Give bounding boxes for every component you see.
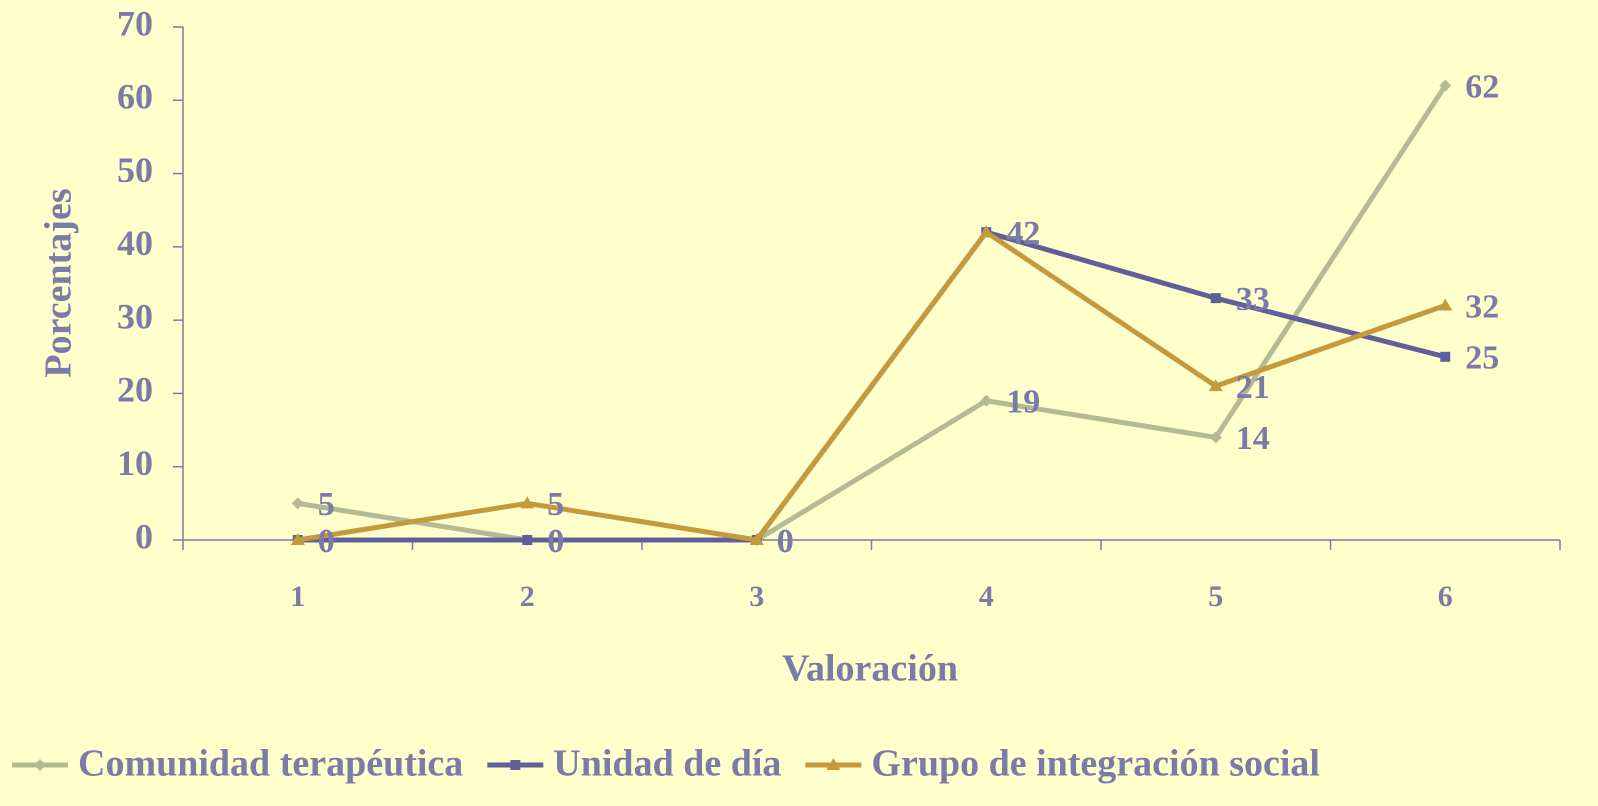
data-label: 42	[1006, 215, 1040, 252]
y-tick-label: 50	[117, 150, 153, 190]
data-label: 0	[547, 523, 564, 560]
marker	[520, 496, 535, 509]
x-tick-label: 1	[290, 580, 305, 613]
y-tick-label: 40	[117, 223, 153, 263]
legend-label: Comunidad terapéutica	[78, 743, 463, 785]
data-label: 42	[1006, 215, 1040, 252]
marker	[1440, 351, 1451, 362]
x-tick-label: 2	[520, 580, 535, 613]
marker	[291, 497, 304, 510]
data-label: 21	[1236, 369, 1270, 406]
data-label: 32	[1465, 288, 1499, 325]
marker	[826, 758, 841, 770]
marker	[290, 533, 305, 545]
marker	[1439, 79, 1452, 92]
x-tick-label: 6	[1438, 580, 1453, 613]
y-tick-label: 10	[117, 443, 153, 483]
legend-label: Grupo de integración social	[871, 743, 1320, 785]
data-label: 62	[1465, 68, 1499, 105]
x-tick-label: 5	[1208, 580, 1223, 613]
y-tick-label: 30	[117, 296, 153, 336]
x-axis-title: Valoración	[782, 648, 958, 690]
marker	[1208, 379, 1223, 392]
marker	[979, 225, 994, 238]
data-label: 14	[1236, 420, 1270, 457]
data-label: 0	[318, 523, 335, 560]
marker	[980, 394, 993, 407]
y-tick-label: 60	[117, 77, 153, 117]
data-label: 19	[1006, 384, 1040, 421]
y-tick-label: 20	[117, 370, 153, 410]
data-label: 25	[1465, 340, 1499, 377]
marker	[1209, 431, 1222, 444]
series-line	[297, 229, 1447, 543]
marker	[749, 533, 764, 545]
data-label: 0	[777, 523, 794, 560]
marker	[1438, 298, 1453, 311]
marker	[510, 760, 521, 770]
y-axis-title: Porcentajes	[38, 188, 80, 377]
x-tick-label: 3	[749, 580, 764, 613]
data-label: 33	[1236, 281, 1270, 318]
legend-label: Unidad de día	[553, 743, 781, 785]
data-label: 5	[318, 486, 335, 523]
data-label: 0	[777, 523, 794, 560]
x-tick-label: 4	[979, 580, 994, 613]
marker	[1210, 293, 1221, 304]
series-line	[297, 84, 1448, 543]
y-tick-label: 0	[135, 516, 153, 556]
marker	[34, 759, 46, 771]
data-label: 0	[777, 523, 794, 560]
data-label: 0	[318, 523, 335, 560]
marker	[522, 535, 533, 545]
data-label: 0	[547, 523, 564, 560]
data-label: 5	[547, 486, 564, 523]
y-tick-label: 70	[117, 3, 153, 43]
